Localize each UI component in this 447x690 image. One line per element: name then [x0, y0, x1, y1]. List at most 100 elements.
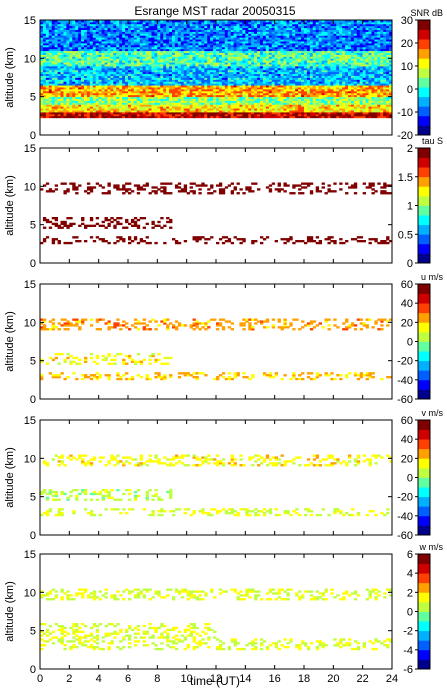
- data-cell: [174, 89, 179, 92]
- data-cell: [262, 112, 267, 115]
- data-cell: [289, 44, 293, 48]
- data-cell: [189, 43, 193, 46]
- data-cell: [160, 29, 164, 32]
- data-cell: [51, 113, 56, 117]
- data-cell: [122, 52, 126, 55]
- data-cell: [172, 62, 176, 65]
- data-cell: [304, 92, 308, 96]
- data-cell: [78, 50, 82, 53]
- data-cell: [145, 23, 149, 27]
- data-cell: [198, 90, 202, 94]
- data-cell: [51, 60, 56, 63]
- data-cell: [174, 58, 179, 61]
- data-cell: [78, 89, 82, 92]
- data-cell: [86, 52, 91, 55]
- data-cell: [245, 90, 249, 94]
- data-cell: [177, 56, 182, 59]
- data-cell: [213, 50, 217, 53]
- data-cell: [180, 69, 185, 73]
- data-cell: [245, 44, 249, 48]
- data-cell: [321, 21, 325, 25]
- data-cell: [110, 58, 114, 61]
- data-cell: [248, 21, 252, 25]
- data-cell: [145, 75, 149, 78]
- data-cell: [122, 96, 126, 99]
- data-cell: [227, 66, 232, 69]
- data-cell: [204, 52, 208, 55]
- data-cell: [169, 67, 173, 71]
- data-cell: [104, 90, 108, 94]
- data-cell: [192, 83, 196, 86]
- data-cell: [89, 87, 94, 90]
- data-cell: [160, 33, 164, 36]
- data-cell: [292, 29, 296, 32]
- data-cell: [295, 81, 299, 84]
- data-cell: [195, 83, 199, 86]
- data-cell: [192, 37, 196, 40]
- data-cell: [42, 43, 47, 46]
- data-cell: [151, 39, 155, 42]
- data-cell: [245, 75, 249, 78]
- data-cell: [84, 98, 88, 101]
- data-cell: [257, 54, 261, 57]
- data-cell: [157, 69, 161, 73]
- data-cell: [254, 29, 258, 32]
- data-cell: [301, 56, 305, 59]
- data-cell: [195, 23, 199, 27]
- data-cell: [72, 79, 76, 82]
- data-cell: [81, 115, 85, 119]
- data-cell: [95, 96, 100, 99]
- data-cell: [66, 94, 70, 98]
- data-cell: [283, 87, 287, 90]
- data-cell: [113, 44, 117, 48]
- data-cell: [63, 98, 67, 101]
- data-cell: [57, 21, 61, 25]
- data-cell: [245, 39, 249, 42]
- data-cell: [213, 23, 217, 27]
- data-cell: [136, 56, 141, 59]
- data-cell: [224, 67, 229, 71]
- data-cell: [101, 90, 105, 94]
- data-cell: [169, 92, 173, 96]
- data-cell: [95, 77, 100, 80]
- data-cell: [78, 64, 82, 67]
- data-cell: [286, 64, 290, 67]
- data-cell: [154, 75, 158, 78]
- data-cell: [169, 43, 173, 46]
- data-cell: [142, 98, 146, 101]
- data-cell: [166, 27, 170, 30]
- data-cell: [133, 41, 138, 44]
- data-cell: [63, 21, 67, 25]
- data-cell: [40, 35, 44, 38]
- data-cell: [295, 79, 299, 82]
- data-cell: [236, 50, 240, 53]
- data-cell: [57, 69, 61, 73]
- data-cell: [174, 85, 179, 88]
- data-cell: [45, 62, 50, 65]
- data-cell: [195, 96, 199, 99]
- data-cell: [48, 79, 53, 82]
- data-cell: [224, 87, 229, 90]
- data-cell: [92, 87, 97, 90]
- data-cell: [242, 112, 246, 115]
- data-cell: [257, 102, 261, 105]
- data-cell: [227, 29, 232, 32]
- data-cell: [324, 98, 328, 101]
- data-cell: [122, 73, 126, 76]
- data-cell: [119, 29, 123, 32]
- data-cell: [104, 89, 108, 92]
- data-cell: [48, 56, 53, 59]
- data-cell: [254, 67, 258, 71]
- data-cell: [283, 33, 287, 36]
- data-cell: [286, 96, 290, 99]
- data-cell: [48, 43, 53, 46]
- data-cell: [148, 48, 152, 52]
- data-cell: [145, 100, 149, 103]
- data-cell: [95, 39, 100, 42]
- data-cell: [63, 71, 67, 75]
- data-cell: [233, 96, 237, 99]
- data-cell: [151, 81, 155, 84]
- data-cell: [160, 81, 164, 84]
- data-cell: [277, 73, 281, 76]
- data-cell: [98, 69, 102, 73]
